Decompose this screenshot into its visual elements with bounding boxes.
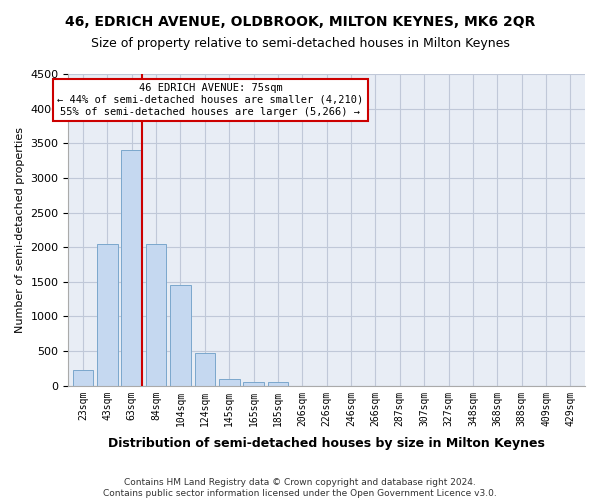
Bar	[121, 150, 142, 386]
Bar	[146, 244, 166, 386]
Bar	[194, 353, 215, 386]
Bar	[219, 379, 239, 386]
Bar	[73, 370, 94, 386]
Text: Size of property relative to semi-detached houses in Milton Keynes: Size of property relative to semi-detach…	[91, 38, 509, 51]
X-axis label: Distribution of semi-detached houses by size in Milton Keynes: Distribution of semi-detached houses by …	[108, 437, 545, 450]
Bar	[170, 286, 191, 386]
Text: 46 EDRICH AVENUE: 75sqm
← 44% of semi-detached houses are smaller (4,210)
55% of: 46 EDRICH AVENUE: 75sqm ← 44% of semi-de…	[58, 84, 364, 116]
Bar	[97, 244, 118, 386]
Bar	[243, 382, 264, 386]
Bar	[268, 382, 289, 386]
Text: Contains HM Land Registry data © Crown copyright and database right 2024.
Contai: Contains HM Land Registry data © Crown c…	[103, 478, 497, 498]
Y-axis label: Number of semi-detached properties: Number of semi-detached properties	[15, 127, 25, 333]
Text: 46, EDRICH AVENUE, OLDBROOK, MILTON KEYNES, MK6 2QR: 46, EDRICH AVENUE, OLDBROOK, MILTON KEYN…	[65, 15, 535, 29]
